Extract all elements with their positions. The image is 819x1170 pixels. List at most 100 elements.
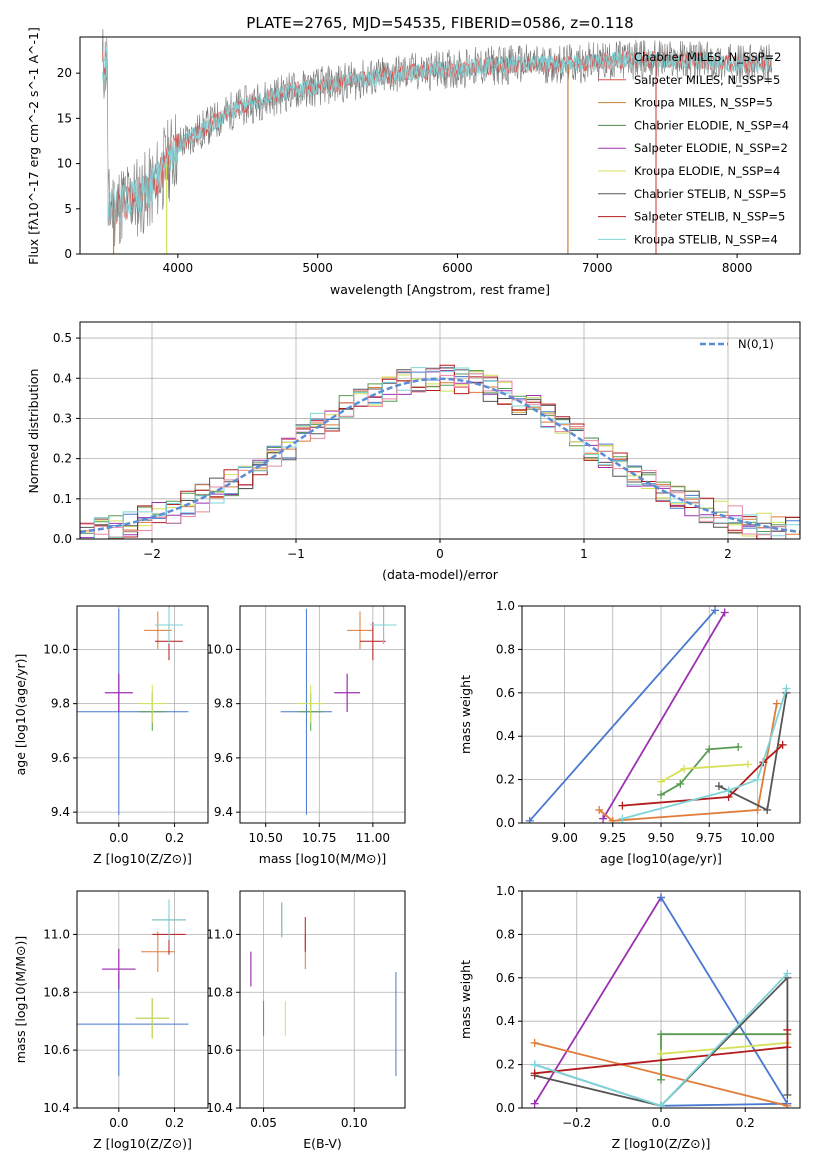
ytick-label: 10.6 xyxy=(43,1043,70,1057)
xlabel: E(B-V) xyxy=(303,1136,342,1151)
data-layer xyxy=(77,606,189,815)
xtick-label: 0.2 xyxy=(165,831,184,845)
ytick-label: 9.6 xyxy=(214,751,233,765)
data-layer xyxy=(530,893,792,1108)
parameter-panels: 0.0 0.2 9.4 9.6 9.8 10.0 Z [log10(Z/Z⊙)] age [l… xyxy=(13,599,801,1151)
legend-label: Kroupa MILES, N_SSP=5 xyxy=(634,96,773,110)
spectrum-frame xyxy=(79,36,801,255)
residual-ytick-label: 0.4 xyxy=(53,371,72,385)
ytick-label: 10.0 xyxy=(43,642,70,656)
spectrum-panel: wavelength [Angstrom, rest frame] Flux [… xyxy=(26,27,801,297)
spectrum-legend: Chabrier MILES, N_SSP=2 Salpeter MILES, N… xyxy=(598,50,789,246)
weight-line xyxy=(660,897,789,1105)
ytick-label: 0.0 xyxy=(496,1101,515,1115)
spectrum-ytick-label: 15 xyxy=(57,111,72,125)
residual-ytick-label: 0.3 xyxy=(53,411,72,425)
panel-mass_vs_Z: 0.0 0.2 10.4 10.6 10.8 11.0 Z [log10(Z/Z⊙)] mas… xyxy=(13,890,209,1151)
xtick-label: 9.50 xyxy=(648,831,675,845)
residual-plot-area: −2 −1 0 1 2 0.0 0.1 0.2 0.3 0.4 0.5 xyxy=(53,322,801,561)
data-layer xyxy=(77,899,189,1077)
residual-frame xyxy=(79,321,801,540)
ylabel: mass [log10(M/M⊙)] xyxy=(13,936,28,1064)
legend-gaussian-label: N(0,1) xyxy=(738,337,774,351)
spectrum-ylabel: Flux [fλ10^-17 erg cm^-2 s^-1 A^-1] xyxy=(26,27,41,265)
xlabel: Z [log10(Z/Z⊙)] xyxy=(93,851,192,866)
residual-xtick-label: 1 xyxy=(580,547,588,561)
residual-panel: (data-model)/error Normed distribution −… xyxy=(26,321,801,582)
weight-line xyxy=(622,688,788,820)
residual-ylabel: Normed distribution xyxy=(26,369,41,494)
ytick-label: 0.8 xyxy=(496,642,515,656)
ytick-label: 0.0 xyxy=(496,816,515,830)
ytick-label: 0.6 xyxy=(496,971,515,985)
panel-mass_vs_ebv: 0.05 0.10 10.4 10.6 10.8 11.0 E(B-V) xyxy=(206,890,406,1151)
panel-frame xyxy=(239,890,406,1109)
xtick-label: 10.75 xyxy=(302,831,336,845)
xtick-label: 0.0 xyxy=(109,1116,128,1130)
xlabel: Z [log10(Z/Z⊙)] xyxy=(612,1136,711,1151)
ytick-label: 10.8 xyxy=(206,985,233,999)
ytick-label: 1.0 xyxy=(496,884,515,898)
xtick-label: 0.0 xyxy=(109,831,128,845)
xtick-label: −0.2 xyxy=(562,1116,591,1130)
spectrum-ytick-label: 10 xyxy=(57,157,72,171)
ytick-label: 0.6 xyxy=(496,686,515,700)
ytick-label: 0.2 xyxy=(496,773,515,787)
residual-xtick-label: 2 xyxy=(724,547,732,561)
weight-line xyxy=(622,744,784,807)
gaussian-curve xyxy=(79,377,801,534)
data-layer xyxy=(250,902,397,1077)
panel-age_vs_mass: 10.50 10.75 11.00 9.4 9.6 9.8 10.0 mass [log10(… xyxy=(206,605,406,866)
weight-line xyxy=(660,746,739,796)
ytick-label: 0.8 xyxy=(496,927,515,941)
xtick-label: 9.00 xyxy=(551,831,578,845)
ylabel: mass weight xyxy=(458,675,473,754)
spectrum-xtick-label: 8000 xyxy=(722,261,753,275)
xtick-label: 11.00 xyxy=(356,831,390,845)
xtick-label: 0.0 xyxy=(651,1116,670,1130)
xtick-label: 0.2 xyxy=(736,1116,755,1130)
weight-line xyxy=(660,763,748,783)
residual-histogram xyxy=(80,368,800,540)
ytick-label: 0.4 xyxy=(496,729,515,743)
residual-ytick-label: 0.5 xyxy=(53,331,72,345)
weight-line xyxy=(533,897,662,1105)
ylabel: mass weight xyxy=(458,960,473,1039)
ytick-label: 9.8 xyxy=(51,697,70,711)
ytick-label: 0.4 xyxy=(496,1014,515,1028)
xtick-label: 0.05 xyxy=(250,1116,277,1130)
ytick-label: 10.0 xyxy=(206,642,233,656)
weight-line xyxy=(529,609,716,822)
ytick-label: 11.0 xyxy=(206,927,233,941)
weight-line xyxy=(602,612,726,820)
legend-label: Salpeter STELIB, N_SSP=5 xyxy=(634,210,785,224)
spectrum-xtick-label: 6000 xyxy=(442,261,473,275)
panel-frame xyxy=(521,890,801,1109)
residual-ytick-label: 0.2 xyxy=(53,452,72,466)
spectrum-xtick-label: 4000 xyxy=(163,261,194,275)
spectrum-ytick-label: 20 xyxy=(57,66,72,80)
ytick-label: 10.8 xyxy=(43,985,70,999)
ylabel: age [log10(age/yr)] xyxy=(13,654,28,776)
xtick-label: 10.50 xyxy=(249,831,283,845)
xlabel: mass [log10(M/M⊙)] xyxy=(259,851,387,866)
panel-frame xyxy=(76,890,209,1109)
spectrum-ytick-label: 0 xyxy=(64,247,72,261)
legend-label: Salpeter ELODIE, N_SSP=2 xyxy=(634,141,788,155)
legend-label: Salpeter MILES, N_SSP=5 xyxy=(634,73,780,87)
legend-label: Kroupa STELIB, N_SSP=4 xyxy=(634,232,778,246)
data-layer xyxy=(280,606,397,815)
legend-label: Kroupa ELODIE, N_SSP=4 xyxy=(634,164,780,178)
spectrum-xtick-label: 5000 xyxy=(302,261,333,275)
figure-title: PLATE=2765, MJD=54535, FIBERID=0586, z=0… xyxy=(246,14,633,32)
weight-line xyxy=(598,703,778,822)
residual-legend: N(0,1) xyxy=(700,337,774,351)
ytick-label: 11.0 xyxy=(43,927,70,941)
panel-massweight_vs_Z: −0.2 0.0 0.2 0.0 0.2 0.4 0.6 0.8 1.0 Z [log10(Z/Z… xyxy=(458,884,801,1151)
xtick-label: 9.25 xyxy=(599,831,626,845)
residual-ytick-label: 0.1 xyxy=(53,492,72,506)
ytick-label: 9.4 xyxy=(51,805,70,819)
residual-xlabel: (data-model)/error xyxy=(382,567,499,582)
spectrum-series-line xyxy=(102,46,773,227)
